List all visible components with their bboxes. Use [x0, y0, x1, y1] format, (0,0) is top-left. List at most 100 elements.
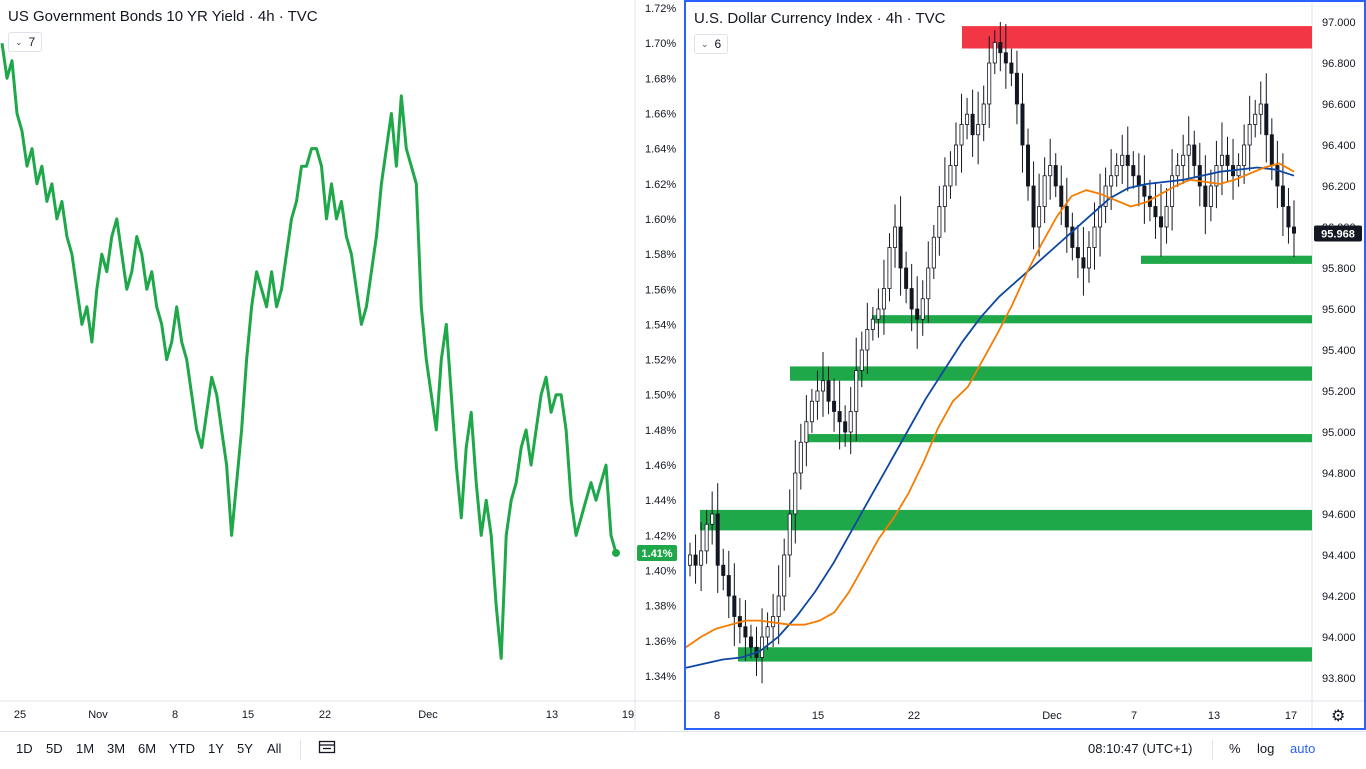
candle-body — [1131, 165, 1136, 177]
candle-body — [1125, 154, 1130, 166]
y-tick-label: 1.34% — [645, 671, 676, 683]
candle-body — [1208, 185, 1213, 207]
candle-body — [1170, 175, 1175, 207]
calendar-range-icon[interactable] — [318, 739, 336, 758]
y-tick-label: 97.000 — [1322, 17, 1356, 29]
candle-body — [1053, 165, 1058, 187]
y-tick-label: 1.40% — [645, 566, 676, 578]
candle-body — [826, 380, 831, 402]
left-chart-title: US Government Bonds 10 YR Yield · 4h · T… — [8, 8, 318, 25]
candle-body — [1247, 124, 1252, 146]
y-tick-label: 1.54% — [645, 319, 676, 331]
range-5d-button[interactable]: 5D — [46, 741, 63, 756]
left-legend-toggle[interactable]: ⌄ 7 — [8, 32, 43, 52]
y-tick-label: 1.38% — [645, 601, 676, 613]
last-value-dot — [612, 548, 620, 557]
y-tick-label: 96.600 — [1322, 99, 1356, 111]
y-tick-label: 1.58% — [645, 249, 676, 261]
candle-body — [1081, 257, 1086, 269]
candle-body — [843, 421, 848, 433]
candle-body — [809, 400, 814, 423]
bond-yield-chart[interactable]: 1.72% 1.70% 1.68% 1.66% 1.64% 1.62% 1.60% 1.58%… — [0, 0, 683, 730]
moving-average-blue — [686, 166, 1295, 669]
support-zone — [1141, 255, 1312, 264]
y-tick-label: 95.800 — [1322, 263, 1356, 275]
candle-body — [765, 626, 770, 638]
y-tick-label: 1.72% — [645, 3, 676, 15]
percent-toggle[interactable]: % — [1229, 741, 1241, 756]
candle-body — [710, 513, 715, 525]
x-tick-label: 17 — [1285, 710, 1297, 722]
resistance-zone — [962, 26, 1312, 49]
support-zone — [808, 434, 1312, 443]
toolbar-divider — [300, 740, 301, 760]
candle-body — [1214, 165, 1219, 187]
candle-body — [915, 308, 920, 320]
dxy-chart-pane[interactable]: 97.00096.80096.60096.40096.20096.00095.8… — [684, 0, 1366, 730]
candle-body — [992, 42, 997, 64]
candle-body — [1037, 206, 1042, 228]
candle-body — [870, 318, 875, 330]
candle-body — [798, 441, 803, 474]
candle-body — [920, 298, 925, 320]
chevron-down-icon: ⌄ — [15, 37, 23, 47]
y-tick-label: 1.44% — [645, 495, 676, 507]
candle-body — [1175, 165, 1180, 177]
range-5y-button[interactable]: 5Y — [237, 741, 253, 756]
candle-body — [820, 380, 825, 392]
right-legend-toggle[interactable]: ⌄ 6 — [694, 34, 729, 54]
candle-body — [1075, 247, 1080, 259]
y-tick-label: 1.64% — [645, 144, 676, 156]
log-toggle[interactable]: log — [1257, 741, 1275, 756]
candle-body — [1192, 144, 1197, 166]
candle-body — [699, 550, 704, 566]
candle-body — [1269, 134, 1274, 166]
candle-body — [1280, 185, 1285, 207]
gear-icon[interactable]: ⚙ — [1331, 708, 1346, 725]
clock-readout[interactable]: 08:10:47 (UTC+1) — [1088, 741, 1193, 756]
candle-body — [1159, 216, 1164, 228]
candle-body — [1286, 206, 1291, 228]
range-1m-button[interactable]: 1M — [76, 741, 95, 756]
candle-body — [859, 349, 864, 371]
candle-body — [726, 575, 731, 597]
y-tick-label: 1.36% — [645, 636, 676, 648]
range-1y-button[interactable]: 1Y — [208, 741, 224, 756]
x-tick-label: 22 — [908, 710, 920, 722]
y-tick-label: 93.800 — [1322, 673, 1356, 685]
chevron-down-icon: ⌄ — [701, 39, 709, 49]
candle-body — [1059, 185, 1064, 207]
candle-body — [1048, 165, 1053, 177]
y-tick-label: 95.600 — [1322, 304, 1356, 316]
candle-body — [1086, 247, 1091, 269]
candle-body — [1242, 144, 1247, 166]
candle-body — [782, 554, 787, 597]
range-3m-button[interactable]: 3M — [107, 741, 126, 756]
candle-body — [909, 288, 914, 310]
x-tick-label: 8 — [714, 710, 720, 722]
y-tick-label: 1.42% — [645, 530, 676, 542]
candle-body — [1253, 113, 1258, 125]
range-6m-button[interactable]: 6M — [138, 741, 157, 756]
y-tick-label: 1.46% — [645, 460, 676, 472]
candle-body — [1219, 154, 1224, 166]
range-1d-button[interactable]: 1D — [16, 741, 33, 756]
x-tick-label: 22 — [319, 709, 331, 721]
y-tick-label: 94.200 — [1322, 591, 1356, 603]
candle-body — [832, 400, 837, 412]
x-tick-label: 13 — [1208, 710, 1220, 722]
bond-yield-chart-pane[interactable]: 1.72% 1.70% 1.68% 1.66% 1.64% 1.62% 1.60% 1.58%… — [0, 0, 683, 730]
auto-toggle[interactable]: auto — [1290, 741, 1316, 756]
candle-body — [1136, 175, 1141, 187]
yield-line — [0, 42, 618, 660]
y-tick-label: 95.000 — [1322, 427, 1356, 439]
range-ytd-button[interactable]: YTD — [169, 741, 195, 756]
y-tick-label: 94.800 — [1322, 468, 1356, 480]
y-tick-label: 94.400 — [1322, 550, 1356, 562]
candle-body — [760, 636, 765, 658]
range-all-button[interactable]: All — [267, 741, 282, 756]
candle-body — [893, 226, 898, 248]
dxy-chart[interactable]: 97.00096.80096.60096.40096.20096.00095.8… — [686, 2, 1364, 728]
bottom-toolbar: 1D 5D 1M 3M 6M YTD 1Y 5Y All 08:10:47 (U… — [0, 731, 1366, 769]
candle-body — [1014, 72, 1019, 105]
